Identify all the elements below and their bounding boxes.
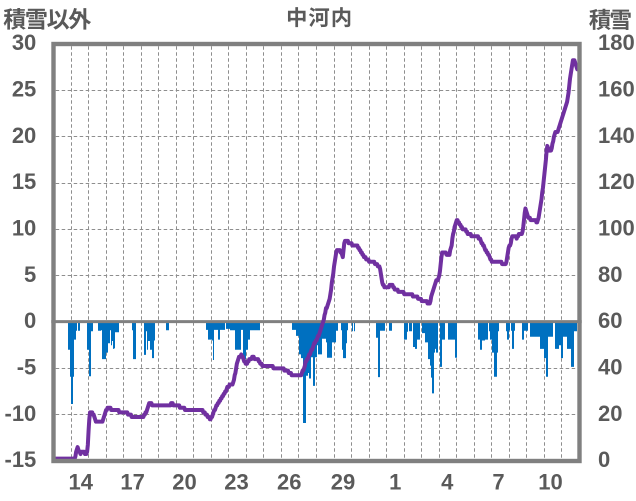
svg-text:160: 160 bbox=[598, 77, 635, 102]
svg-text:14: 14 bbox=[68, 469, 93, 494]
svg-text:20: 20 bbox=[12, 123, 36, 148]
svg-text:26: 26 bbox=[277, 469, 301, 494]
svg-text:0: 0 bbox=[24, 308, 36, 333]
svg-text:-10: -10 bbox=[5, 401, 37, 426]
svg-text:1: 1 bbox=[389, 469, 401, 494]
svg-text:4: 4 bbox=[441, 469, 454, 494]
svg-text:120: 120 bbox=[598, 169, 635, 194]
svg-text:180: 180 bbox=[598, 30, 635, 55]
svg-text:-5: -5 bbox=[17, 355, 37, 380]
svg-text:5: 5 bbox=[24, 262, 36, 287]
svg-text:80: 80 bbox=[598, 262, 622, 287]
svg-text:29: 29 bbox=[331, 469, 355, 494]
svg-text:10: 10 bbox=[538, 469, 562, 494]
svg-text:100: 100 bbox=[598, 216, 635, 241]
svg-text:20: 20 bbox=[598, 401, 622, 426]
svg-text:30: 30 bbox=[12, 30, 36, 55]
svg-text:20: 20 bbox=[172, 469, 196, 494]
svg-text:23: 23 bbox=[224, 469, 248, 494]
svg-text:7: 7 bbox=[492, 469, 504, 494]
svg-text:0: 0 bbox=[598, 447, 610, 472]
svg-text:140: 140 bbox=[598, 123, 635, 148]
svg-text:25: 25 bbox=[12, 77, 36, 102]
svg-text:40: 40 bbox=[598, 355, 622, 380]
svg-text:17: 17 bbox=[120, 469, 144, 494]
svg-text:10: 10 bbox=[12, 216, 36, 241]
svg-text:-15: -15 bbox=[5, 447, 37, 472]
svg-text:60: 60 bbox=[598, 308, 622, 333]
svg-text:15: 15 bbox=[12, 169, 36, 194]
